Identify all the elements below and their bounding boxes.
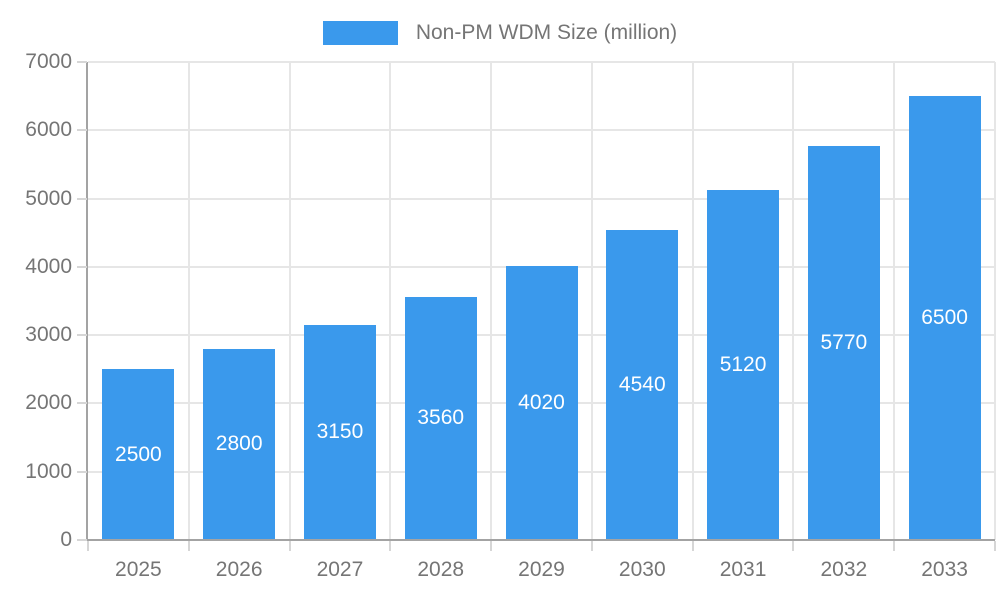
x-axis-tick bbox=[187, 541, 190, 551]
vertical-gridline bbox=[691, 62, 694, 540]
bar-value-label: 3150 bbox=[316, 420, 364, 444]
bar-value-label: 4020 bbox=[518, 390, 565, 414]
x-axis-label: 2029 bbox=[518, 558, 565, 581]
y-axis-label: 6000 bbox=[25, 118, 72, 142]
y-axis-tick bbox=[77, 197, 87, 200]
y-axis-label: 5000 bbox=[25, 186, 72, 210]
bar-value-label: 3560 bbox=[417, 406, 465, 430]
vertical-gridline bbox=[994, 62, 996, 540]
x-axis-tick bbox=[994, 541, 996, 551]
bar-value-label: 5770 bbox=[820, 331, 868, 354]
y-axis-label: 7000 bbox=[25, 50, 72, 73]
x-axis-tick bbox=[792, 541, 795, 551]
y-axis-label: 3000 bbox=[25, 323, 72, 347]
x-axis-tick bbox=[389, 541, 392, 551]
x-axis-line bbox=[86, 539, 995, 541]
bar-2032: 5770 bbox=[807, 146, 880, 540]
bar-value-label: 4540 bbox=[618, 372, 666, 396]
bar-2033: 6500 bbox=[908, 96, 981, 540]
vertical-gridline bbox=[288, 62, 291, 540]
y-axis-label: 0 bbox=[60, 528, 72, 551]
y-axis-tick bbox=[77, 265, 87, 268]
x-axis-tick bbox=[893, 541, 896, 551]
vertical-gridline bbox=[792, 62, 795, 540]
x-axis-tick bbox=[691, 541, 694, 551]
bar-value-label: 2800 bbox=[215, 432, 263, 456]
legend-swatch bbox=[322, 21, 398, 45]
vertical-gridline bbox=[590, 62, 593, 540]
bar-value-label: 6500 bbox=[921, 306, 968, 330]
y-axis-label: 1000 bbox=[25, 459, 72, 483]
bar-2025: 2500 bbox=[102, 369, 175, 540]
x-axis-label: 2031 bbox=[719, 558, 767, 581]
y-axis-tick bbox=[77, 539, 87, 541]
x-axis-tick bbox=[490, 541, 493, 551]
vertical-gridline bbox=[389, 62, 392, 540]
bar-2029: 4020 bbox=[505, 265, 578, 540]
x-axis-label: 2025 bbox=[115, 558, 162, 581]
plot-area: 2500 2800 3150 3560 4020 4540 5120 5770 6500 bbox=[88, 61, 996, 540]
bar-2028: 3560 bbox=[404, 296, 477, 540]
bar-2026: 2800 bbox=[203, 348, 276, 540]
y-axis-label: 2000 bbox=[25, 391, 72, 415]
x-axis-tick bbox=[288, 541, 291, 551]
horizontal-gridline bbox=[88, 61, 995, 63]
bar-value-label: 5120 bbox=[719, 353, 767, 377]
x-axis-label: 2026 bbox=[215, 558, 263, 581]
y-axis-line bbox=[86, 62, 88, 540]
x-axis-label: 2033 bbox=[921, 558, 968, 581]
vertical-gridline bbox=[490, 62, 493, 540]
y-axis-tick bbox=[77, 334, 87, 337]
x-axis-label: 2028 bbox=[417, 558, 465, 581]
bar-value-label: 2500 bbox=[115, 442, 162, 466]
horizontal-gridline bbox=[88, 197, 995, 200]
bar-2031: 5120 bbox=[707, 190, 780, 540]
y-axis-tick bbox=[77, 402, 87, 405]
bar-2027: 3150 bbox=[303, 324, 376, 540]
legend-label: Non-PM WDM Size (million) bbox=[415, 21, 678, 44]
x-axis-label: 2027 bbox=[316, 558, 364, 581]
y-axis-tick bbox=[77, 129, 87, 132]
horizontal-gridline bbox=[88, 129, 995, 132]
y-axis-tick bbox=[77, 61, 87, 63]
x-axis-label: 2032 bbox=[820, 558, 868, 581]
legend[interactable]: Non-PM WDM Size (million) bbox=[0, 21, 1000, 45]
x-axis-tick bbox=[590, 541, 593, 551]
y-axis-label: 4000 bbox=[25, 254, 72, 278]
vertical-gridline bbox=[893, 62, 896, 540]
y-axis-tick bbox=[77, 470, 87, 473]
vertical-gridline bbox=[187, 62, 190, 540]
bar-2030: 4540 bbox=[606, 229, 679, 540]
x-axis-tick bbox=[87, 541, 89, 551]
x-axis-label: 2030 bbox=[618, 558, 666, 581]
